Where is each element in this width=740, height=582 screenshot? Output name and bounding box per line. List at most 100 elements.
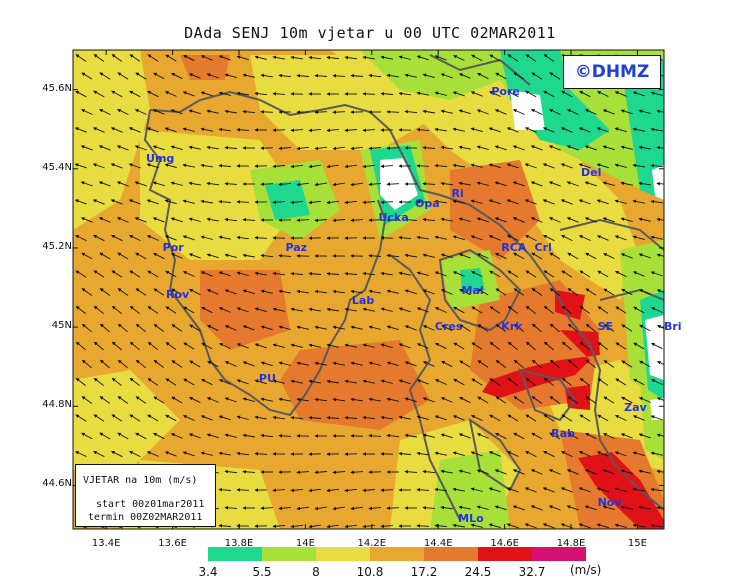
wind-arrow bbox=[218, 199, 232, 204]
wind-arrow bbox=[620, 433, 633, 439]
wind-arrow bbox=[603, 360, 615, 368]
wind-arrow bbox=[422, 397, 435, 403]
wind-arrow bbox=[314, 110, 328, 114]
wind-arrow bbox=[218, 487, 232, 492]
wind-arrow bbox=[476, 217, 489, 223]
place-label: Ucka bbox=[378, 211, 409, 225]
wind-arrow bbox=[344, 200, 358, 205]
wind-arrow bbox=[458, 109, 471, 115]
wind-arrow bbox=[93, 414, 105, 422]
wind-arrow bbox=[657, 324, 664, 329]
colorbar-label: 10.8 bbox=[356, 565, 384, 579]
wind-arrow bbox=[632, 163, 645, 168]
wind-arrow bbox=[567, 432, 579, 440]
wind-arrow bbox=[452, 199, 465, 204]
wind-arrow bbox=[585, 252, 597, 260]
wind-arrow bbox=[639, 289, 651, 295]
wind-arrow bbox=[224, 325, 237, 331]
wind-arrow bbox=[434, 451, 447, 456]
wind-arrow bbox=[512, 145, 525, 151]
wind-arrow bbox=[416, 235, 429, 240]
wind-arrow bbox=[188, 253, 201, 259]
wind-arrow bbox=[182, 199, 195, 204]
wind-arrow bbox=[584, 469, 597, 475]
wind-arrow bbox=[236, 271, 249, 276]
wind-arrow bbox=[632, 415, 645, 421]
wind-arrow bbox=[135, 252, 147, 260]
wind-arrow bbox=[380, 91, 394, 96]
x-tick-label: 14.2E bbox=[357, 538, 387, 549]
wind-arrow bbox=[75, 270, 87, 278]
wind-arrow bbox=[242, 470, 256, 474]
wind-arrow bbox=[164, 199, 177, 205]
wind-arrow bbox=[458, 145, 471, 150]
wind-arrow bbox=[656, 397, 664, 401]
wind-arrow bbox=[236, 451, 250, 456]
wind-arrow bbox=[278, 146, 292, 151]
wind-arrow bbox=[398, 235, 412, 240]
coastline bbox=[143, 54, 664, 521]
place-label: PU bbox=[258, 371, 276, 385]
wind-arrow bbox=[416, 200, 430, 204]
wind-arrow bbox=[524, 487, 537, 493]
wind-arrow bbox=[332, 397, 345, 402]
wind-arrow bbox=[242, 325, 255, 331]
wind-arrow bbox=[380, 343, 393, 349]
wind-arrow bbox=[308, 307, 321, 312]
wind-arrow bbox=[488, 199, 501, 205]
wind-arrow bbox=[596, 235, 609, 241]
wind-arrow bbox=[188, 73, 201, 79]
wind-arrow bbox=[386, 325, 399, 331]
wind-arrow bbox=[638, 145, 651, 150]
place-label: Del bbox=[580, 165, 602, 179]
wind-arrow bbox=[165, 270, 177, 278]
wind-arrow bbox=[530, 181, 543, 187]
wind-arrow bbox=[422, 506, 436, 510]
wind-arrow bbox=[650, 451, 663, 456]
wind-arrow bbox=[531, 108, 543, 116]
wind-arrow bbox=[494, 505, 507, 511]
wind-arrow bbox=[344, 379, 357, 384]
wind-arrow bbox=[272, 343, 285, 349]
wind-arrow bbox=[242, 218, 256, 222]
wind-arrow bbox=[314, 146, 327, 151]
wind-arrow bbox=[434, 235, 447, 240]
wind-arrow bbox=[206, 253, 219, 259]
wind-arrow bbox=[260, 325, 273, 331]
wind-arrow bbox=[92, 163, 105, 169]
wind-arrow bbox=[404, 253, 417, 258]
wind-arrow bbox=[386, 253, 400, 258]
wind-arrow bbox=[458, 217, 471, 222]
place-label: Krk bbox=[501, 320, 523, 334]
wind-arrow bbox=[489, 91, 501, 97]
wind-arrow bbox=[404, 325, 417, 331]
wind-arrow bbox=[543, 450, 555, 458]
wind-arrow bbox=[165, 342, 177, 350]
x-tick-label: 14.6E bbox=[490, 538, 519, 549]
wind-arrow bbox=[398, 271, 411, 276]
wind-arrow bbox=[81, 252, 93, 260]
wind-arrow bbox=[182, 451, 195, 457]
wind-arrow bbox=[531, 323, 542, 333]
wind-arrow bbox=[326, 488, 340, 493]
wind-arrow bbox=[272, 271, 285, 276]
wind-arrow bbox=[440, 253, 453, 259]
wind-arrow bbox=[362, 415, 376, 420]
wind-arrow bbox=[117, 252, 129, 260]
wind-arrow bbox=[224, 253, 237, 258]
wind-arrow bbox=[171, 360, 183, 368]
wind-arrow bbox=[488, 451, 501, 457]
wind-arrow bbox=[290, 343, 303, 348]
wind-arrow bbox=[326, 128, 340, 133]
wind-arrow bbox=[290, 55, 303, 60]
wind-arrow bbox=[513, 252, 525, 260]
wind-arrow bbox=[603, 433, 615, 439]
wind-arrow bbox=[549, 432, 561, 440]
wind-arrow bbox=[440, 109, 453, 114]
wind-arrow bbox=[189, 360, 201, 368]
wind-arrow bbox=[507, 306, 519, 314]
wind-arrow bbox=[459, 396, 471, 404]
wind-arrow bbox=[632, 127, 645, 132]
wind-arrow bbox=[650, 271, 663, 277]
wind-arrow bbox=[380, 415, 393, 420]
